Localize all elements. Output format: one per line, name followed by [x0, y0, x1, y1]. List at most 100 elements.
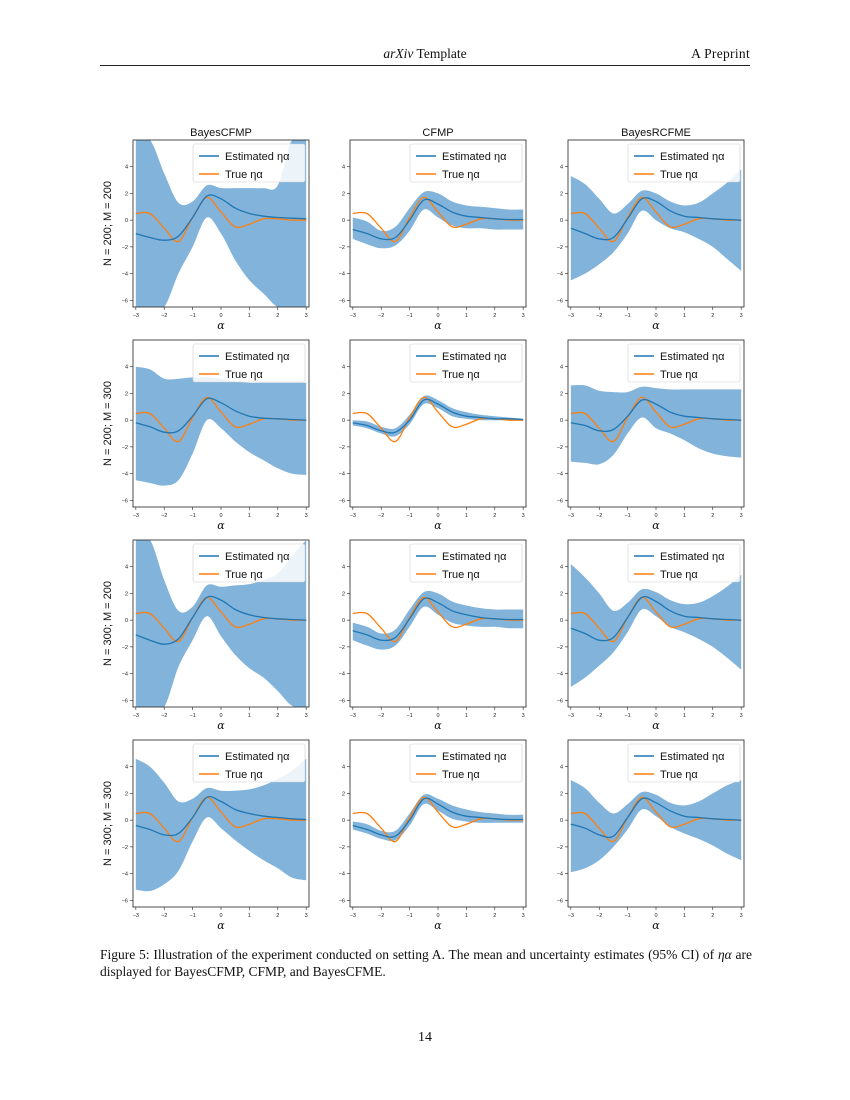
y-tick-label: 2 [125, 791, 128, 797]
x-tick-label: 1 [248, 513, 251, 519]
y-tick-label: 0 [125, 618, 128, 624]
y-tick-label: −2 [339, 645, 345, 651]
x-tick-label: 3 [522, 713, 525, 719]
x-tick-label: −3 [133, 313, 139, 319]
legend-estimated-label: Estimated ηα [660, 751, 725, 763]
legend-estimated-label: Estimated ηα [225, 551, 290, 563]
x-tick-label: −2 [378, 913, 384, 919]
estimated-eta-line [570, 197, 742, 241]
x-tick-label: 3 [305, 913, 308, 919]
x-tick-label: 3 [305, 313, 308, 319]
x-tick-label: −3 [350, 313, 356, 319]
confidence-band [570, 169, 742, 281]
caption-tail: are displayed for BayesCFMP, CFMP, and B… [100, 947, 753, 979]
legend: Estimated ηα True ηα [192, 543, 306, 583]
y-tick-label: 0 [560, 618, 563, 624]
x-axis-label: α [434, 319, 442, 332]
x-tick-label: 1 [248, 713, 251, 719]
x-tick-label: −1 [189, 313, 195, 319]
x-tick-label: 1 [683, 913, 686, 919]
subplot: −3 −2 −1 0 1 2 3 −6 −4 −2 0 2 4 α Estimated ηα True ηα [339, 139, 527, 332]
x-tick-label: 0 [219, 913, 222, 919]
header-rule [100, 65, 750, 66]
plot-area [570, 169, 742, 281]
x-tick-label: 2 [711, 313, 714, 319]
x-tick-label: −3 [350, 913, 356, 919]
legend-box [627, 743, 741, 783]
y-tick-label: −6 [339, 898, 345, 904]
x-tick-label: −2 [596, 913, 602, 919]
legend: Estimated ηα True ηα [192, 343, 306, 383]
true-eta-line [135, 796, 307, 843]
legend: Estimated ηα True ηα [409, 743, 523, 783]
y-tick-label: 0 [342, 618, 345, 624]
y-tick-label: 4 [125, 565, 128, 571]
legend-box [409, 143, 523, 183]
x-tick-label: −1 [624, 513, 630, 519]
y-tick-label: −4 [339, 272, 345, 278]
y-tick-label: −6 [339, 498, 345, 504]
x-tick-label: 2 [711, 513, 714, 519]
x-tick-label: 3 [522, 313, 525, 319]
row-label: N = 300; M = 200 [102, 581, 114, 666]
y-tick-label: −2 [122, 245, 128, 251]
x-tick-label: 1 [248, 913, 251, 919]
x-tick-label: −2 [161, 313, 167, 319]
x-tick-label: 2 [493, 513, 496, 519]
legend-true-label: True ηα [660, 369, 698, 381]
x-tick-label: 2 [493, 313, 496, 319]
x-tick-label: 0 [436, 713, 439, 719]
subplot: −3 −2 −1 0 1 2 3 −6 −4 −2 0 2 4 α N = 300; M = 300 Esti… [102, 739, 310, 932]
x-tick-label: 3 [305, 513, 308, 519]
y-tick-label: 2 [342, 791, 345, 797]
x-axis-label: α [434, 919, 442, 932]
figure-caption: Figure 5: Illustration of the experiment… [100, 946, 752, 980]
x-tick-label: −1 [624, 713, 630, 719]
legend-box [192, 143, 306, 183]
y-tick-label: −6 [557, 698, 563, 704]
x-tick-label: 0 [219, 313, 222, 319]
x-tick-label: 2 [493, 913, 496, 919]
x-tick-label: 1 [683, 713, 686, 719]
legend-true-label: True ηα [660, 569, 698, 581]
y-tick-label: 2 [125, 391, 128, 397]
x-tick-label: −2 [161, 513, 167, 519]
y-tick-label: −6 [339, 298, 345, 304]
estimated-eta-line [570, 797, 742, 839]
legend: Estimated ηα True ηα [627, 143, 741, 183]
estimated-eta-line [135, 194, 307, 241]
y-tick-label: −4 [339, 872, 345, 878]
y-tick-label: −2 [122, 645, 128, 651]
legend-estimated-label: Estimated ηα [660, 151, 725, 163]
y-tick-label: 2 [125, 591, 128, 597]
y-tick-label: −2 [557, 845, 563, 851]
x-tick-label: 0 [436, 913, 439, 919]
x-axis-label: α [652, 719, 660, 732]
subplot: −3 −2 −1 0 1 2 3 −6 −4 −2 0 2 4 α Estimated ηα True ηα [557, 539, 745, 732]
confidence-band [570, 564, 742, 687]
y-tick-label: 4 [342, 165, 345, 171]
x-tick-label: 2 [711, 713, 714, 719]
y-tick-label: −4 [122, 672, 128, 678]
y-tick-label: 2 [342, 591, 345, 597]
confidence-band [570, 385, 742, 465]
plot-area [135, 758, 307, 892]
subplot: −3 −2 −1 0 1 2 3 −6 −4 −2 0 2 4 α N = 300; M = 200 Esti… [102, 539, 310, 732]
x-tick-label: 1 [683, 513, 686, 519]
estimated-eta-line [352, 398, 524, 434]
y-tick-label: −2 [339, 445, 345, 451]
x-tick-label: 0 [654, 513, 657, 519]
subplot: −3 −2 −1 0 1 2 3 −6 −4 −2 0 2 4 α Estimated ηα True ηα [339, 739, 527, 932]
y-tick-label: 2 [560, 591, 563, 597]
x-tick-label: −2 [596, 313, 602, 319]
x-tick-label: 0 [219, 713, 222, 719]
plot-area [135, 140, 307, 307]
legend: Estimated ηα True ηα [192, 143, 306, 183]
y-tick-label: 0 [342, 218, 345, 224]
x-tick-label: 2 [276, 313, 279, 319]
y-tick-label: −2 [557, 645, 563, 651]
legend-estimated-label: Estimated ηα [442, 351, 507, 363]
y-tick-label: −6 [122, 498, 128, 504]
x-tick-label: −3 [133, 513, 139, 519]
x-tick-label: 3 [740, 913, 743, 919]
